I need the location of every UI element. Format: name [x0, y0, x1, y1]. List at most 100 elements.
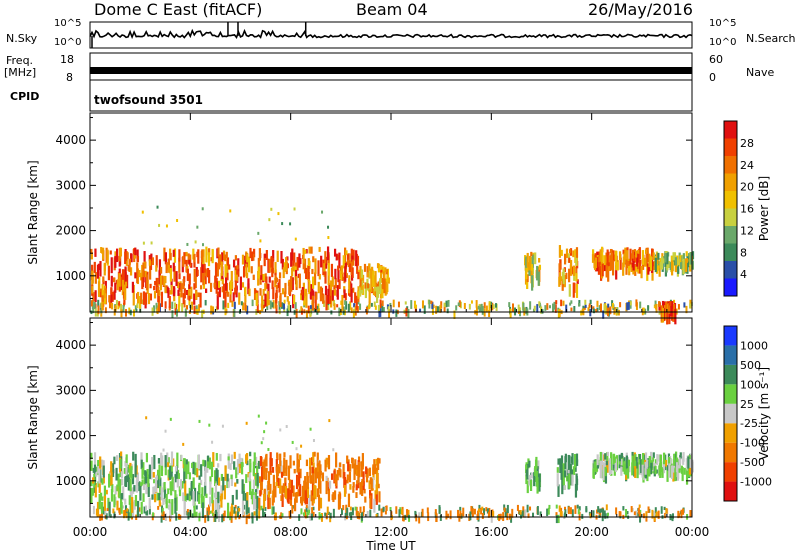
data-cell: [312, 473, 315, 485]
data-cell: [209, 496, 212, 507]
data-cell: [560, 299, 563, 307]
data-cell: [205, 493, 208, 498]
data-cell: [231, 494, 234, 505]
data-cell: [161, 507, 164, 515]
data-cell: [236, 512, 239, 517]
data-cell: [651, 248, 654, 257]
data-cell: [138, 270, 141, 278]
data-cell: [348, 275, 351, 282]
data-cell: [619, 257, 622, 270]
data-cell: [331, 276, 334, 287]
data-cell: [213, 282, 216, 288]
data-cell: [338, 491, 341, 502]
data-cell: [195, 305, 198, 310]
data-cell: [365, 466, 368, 475]
data-cell: [170, 278, 173, 287]
data-cell: [657, 510, 660, 519]
colorbar-swatch: [724, 243, 737, 261]
data-cell: [311, 507, 314, 515]
data-cell: [538, 264, 542, 270]
data-cell: [167, 488, 170, 495]
data-cell: [673, 304, 676, 310]
data-cell: [111, 303, 114, 310]
data-cell: [688, 465, 692, 475]
data-cell: [346, 478, 349, 484]
data-cell: [197, 454, 200, 470]
data-cell: [625, 509, 628, 517]
data-cell: [681, 467, 684, 482]
data-cell: [220, 485, 223, 500]
data-cell: [375, 480, 379, 492]
data-cell: [311, 288, 314, 297]
data-cell: [560, 511, 563, 518]
data-cell: [672, 308, 675, 322]
data-cell: [685, 251, 688, 257]
data-cell: [481, 512, 484, 519]
data-cell: [264, 283, 267, 291]
data-cell: [167, 504, 170, 510]
data-cell: [115, 299, 118, 306]
data-cell: [480, 507, 483, 515]
data-cell: [340, 265, 344, 275]
data-cell: [166, 452, 169, 464]
data-cell: [241, 462, 244, 467]
data-cell: [224, 292, 227, 308]
data-cell: [612, 250, 615, 262]
data-cell: [689, 510, 692, 517]
data-cell: [375, 514, 378, 518]
data-cell: [193, 268, 196, 282]
data-cell: [153, 291, 157, 299]
data-cell: [622, 249, 625, 255]
data-cell: [186, 289, 189, 295]
data-cell: [672, 469, 675, 482]
data-cell: [259, 456, 262, 467]
data-cell: [122, 510, 125, 519]
data-cell: [236, 466, 240, 473]
data-cell: [282, 267, 285, 279]
data-cell: [319, 286, 323, 302]
data-cell: [260, 265, 263, 278]
data-cell: [114, 305, 117, 312]
data-cell: [192, 477, 195, 490]
data-cell: [281, 222, 284, 226]
data-cell: [108, 473, 111, 488]
nave-top-tick: 60: [709, 53, 723, 66]
data-cell: [292, 460, 295, 466]
data-cell: [224, 254, 227, 262]
data-cell: [682, 452, 685, 462]
data-cell: [236, 479, 239, 484]
data-cell: [157, 469, 160, 476]
data-cell: [157, 286, 160, 296]
data-cell: [118, 256, 121, 262]
data-cell: [564, 453, 567, 463]
data-cell: [654, 300, 657, 307]
data-cell: [628, 466, 631, 473]
data-cell: [120, 501, 123, 514]
data-cell: [201, 502, 205, 518]
data-cell: [435, 305, 438, 314]
data-cell: [161, 275, 164, 285]
data-cell: [276, 452, 279, 459]
data-cell: [151, 494, 154, 500]
data-cell: [269, 300, 272, 310]
data-cell: [237, 258, 240, 272]
data-cell: [348, 263, 351, 273]
data-cell: [312, 276, 315, 289]
data-cell: [552, 303, 555, 313]
data-cell: [304, 509, 307, 518]
data-cell: [163, 275, 166, 287]
data-cell: [94, 272, 97, 284]
data-cell: [271, 466, 275, 473]
data-cell: [656, 260, 659, 271]
data-cell: [247, 256, 251, 273]
data-cell: [375, 470, 379, 486]
data-cell: [280, 512, 283, 519]
data-cell: [184, 308, 187, 317]
data-cell: [603, 510, 606, 517]
data-cell: [110, 287, 113, 295]
data-cell: [263, 253, 266, 267]
data-cell: [634, 263, 637, 276]
data-cell: [574, 505, 577, 514]
data-cell: [118, 486, 121, 499]
data-cell: [298, 472, 301, 486]
